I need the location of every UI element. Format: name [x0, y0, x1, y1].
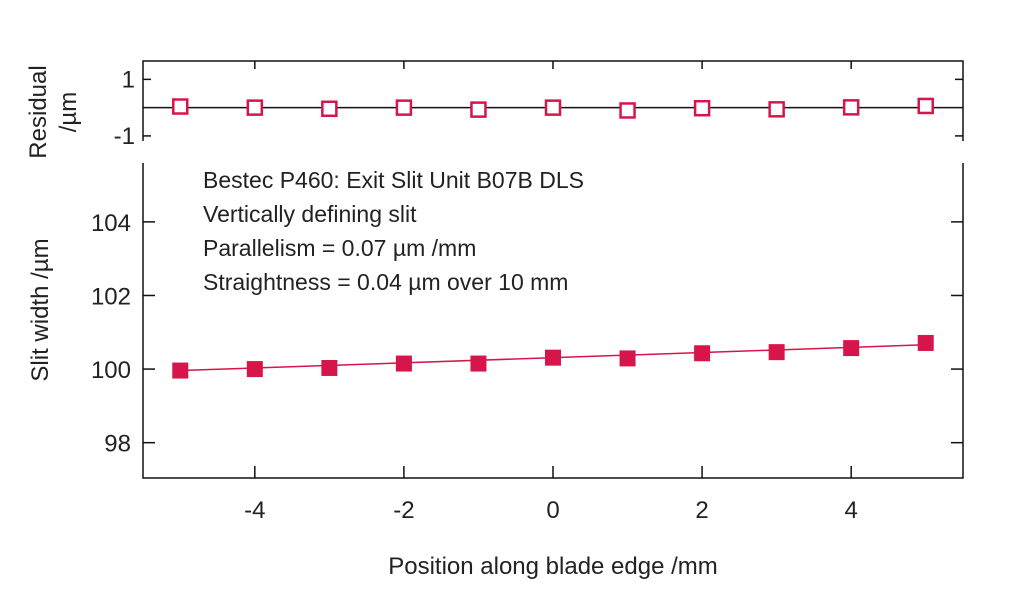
- y-tick-label: 100: [91, 357, 131, 384]
- data-point: [619, 350, 636, 367]
- residual-point: [470, 101, 487, 118]
- residual-point: [693, 99, 711, 117]
- data-point: [246, 361, 263, 378]
- residual-point: [246, 99, 264, 116]
- x-axis-label: Position along blade edge /mm: [388, 553, 718, 580]
- y-tick-label: 98: [104, 431, 131, 458]
- x-tick-label: -4: [244, 497, 265, 524]
- residual-point: [768, 101, 785, 118]
- residual-point: [544, 99, 562, 116]
- residual-point: [842, 99, 860, 116]
- annotation: Bestec P460: Exit Slit Unit B07B DLS: [203, 167, 584, 193]
- residual-point: [172, 98, 189, 115]
- y-tick-label: 102: [91, 283, 131, 310]
- x-tick-label: 2: [695, 497, 708, 524]
- data-point: [172, 362, 189, 379]
- annotation: Vertically defining slit: [203, 201, 417, 227]
- residual-point: [321, 100, 338, 118]
- data-point: [545, 349, 561, 366]
- y-tick-label: 104: [91, 210, 131, 237]
- residual-point: [395, 99, 413, 116]
- x-tick-label: 0: [546, 497, 559, 524]
- x-tick-label: 4: [845, 497, 858, 524]
- data-point: [917, 334, 934, 351]
- data-point: [321, 359, 338, 376]
- residual-tick-label: 1: [122, 66, 135, 93]
- data-point: [470, 355, 487, 372]
- residual-tick-label: -1: [114, 123, 135, 150]
- data-point: [395, 355, 412, 372]
- residual-point: [619, 102, 636, 119]
- residual-point: [917, 97, 934, 115]
- data-point: [843, 340, 860, 357]
- x-tick-label: -2: [393, 497, 414, 524]
- data-point: [768, 344, 785, 361]
- annotation: Parallelism = 0.07 µm /mm: [203, 235, 476, 261]
- residual-unit: /µm: [55, 92, 82, 133]
- data-point: [694, 345, 711, 362]
- annotation: Straightness = 0.04 µm over 10 mm: [203, 269, 568, 295]
- y-axis-label: Slit width /µm: [27, 238, 54, 381]
- residual-label: Residual: [25, 65, 52, 158]
